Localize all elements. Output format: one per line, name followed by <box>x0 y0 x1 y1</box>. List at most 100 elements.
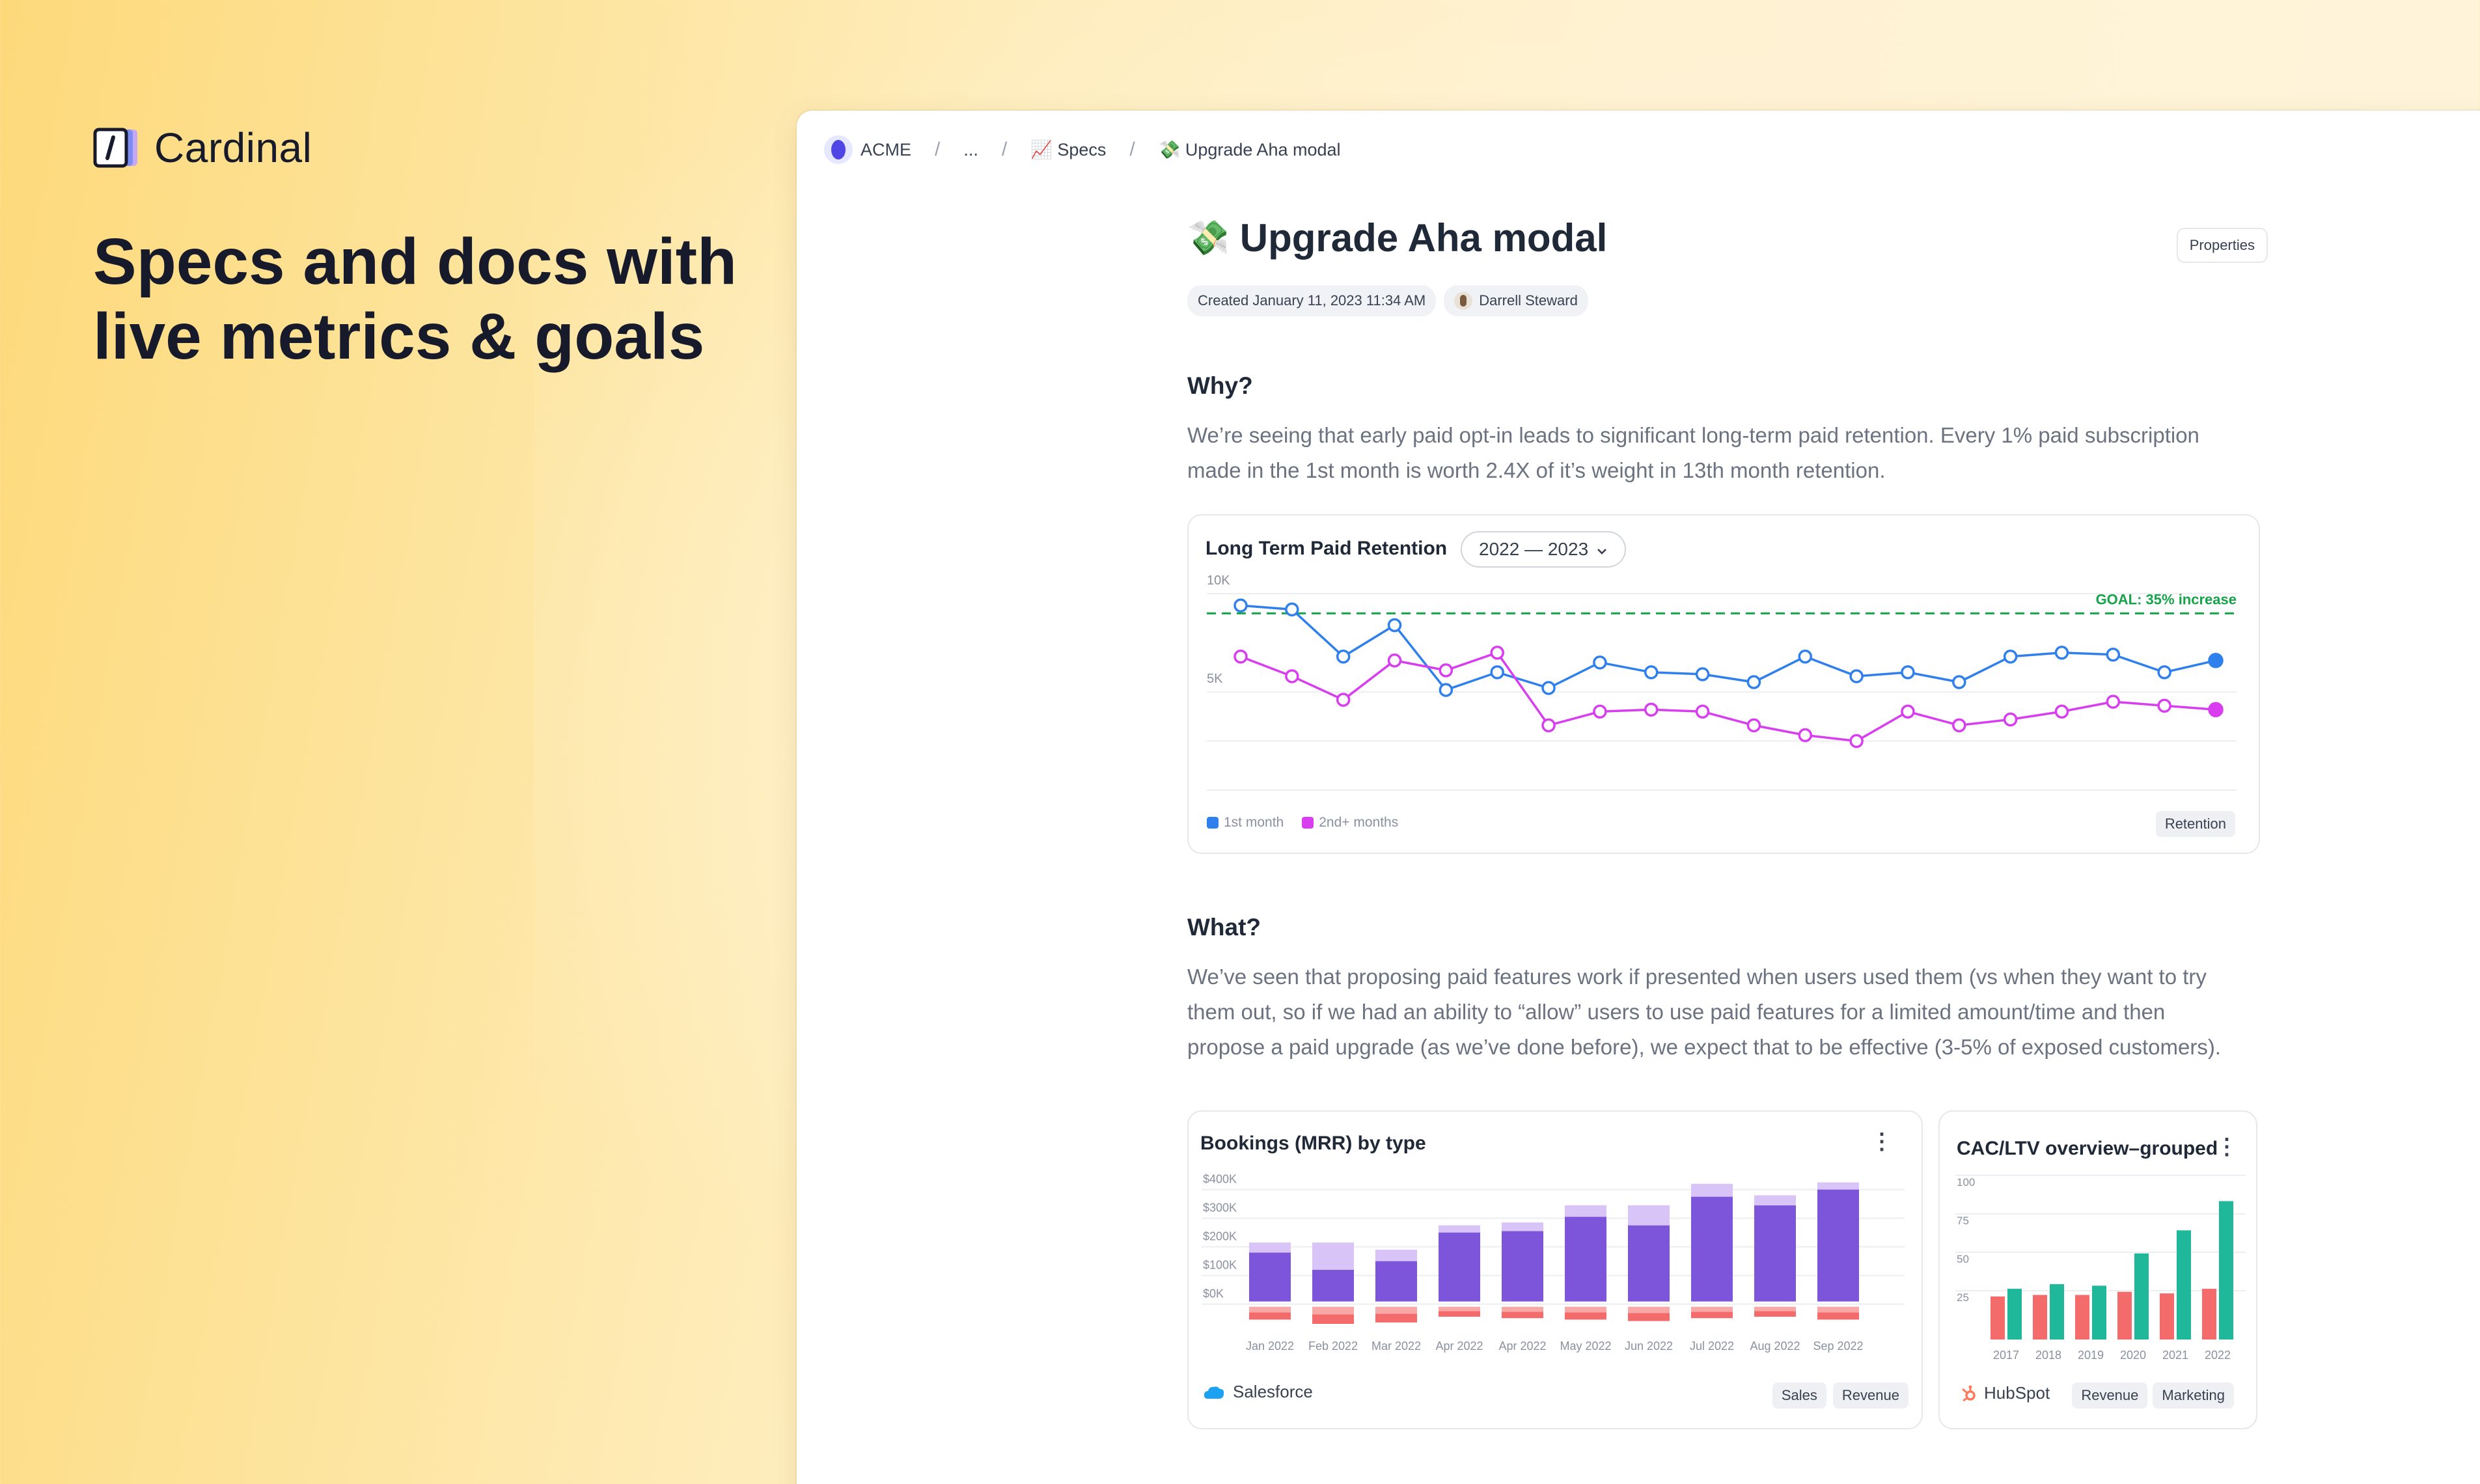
legend-item-1st-month: 1st month <box>1207 815 1284 831</box>
data-point <box>1901 665 1915 680</box>
x-tick-label: Jul 2022 <box>1690 1340 1734 1353</box>
data-point <box>1849 669 1864 683</box>
retention-chart-card: Long Term Paid Retention 2022 — 2023 10K… <box>1187 514 2260 854</box>
breadcrumb-item-specs[interactable]: 📈 Specs <box>1030 140 1107 159</box>
y-tick-label: $300K <box>1203 1202 1237 1215</box>
y-tick-label: 5K <box>1207 672 1223 686</box>
breadcrumb: ACME / ... / 📈 Specs / 💸 Upgrade Aha mod… <box>824 130 1341 169</box>
breadcrumb-item-acme[interactable]: ACME <box>824 135 911 164</box>
bar-segment <box>1817 1182 1859 1190</box>
bar <box>2033 1295 2047 1340</box>
breadcrumb-item-ellipsis[interactable]: ... <box>963 139 978 159</box>
y-tick-label: $100K <box>1203 1259 1237 1272</box>
data-point <box>2054 704 2069 719</box>
data-point <box>2157 698 2171 713</box>
what-text: We’ve seen that proposing paid features … <box>1187 965 2221 1059</box>
bar <box>2092 1285 2106 1340</box>
x-tick-label: 2021 <box>2162 1349 2188 1362</box>
document: 💸 Upgrade Aha modal Properties Created J… <box>1187 208 2268 1436</box>
bar-segment <box>1754 1306 1796 1312</box>
y-tick-label: 25 <box>1957 1291 1969 1304</box>
data-point <box>1644 665 1659 680</box>
tag-sales[interactable]: Sales <box>1772 1382 1826 1408</box>
breadcrumb-item-current[interactable]: 💸 Upgrade Aha modal <box>1158 140 1341 159</box>
x-tick-label: May 2022 <box>1560 1340 1611 1353</box>
bar-segment <box>1439 1306 1480 1312</box>
properties-button[interactable]: Properties <box>2176 228 2268 263</box>
bar <box>2075 1295 2089 1340</box>
data-point <box>1541 681 1556 695</box>
data-point <box>1490 645 1504 660</box>
retention-legend: 1st month 2nd+ months <box>1207 815 1398 831</box>
more-options-icon[interactable]: ⋮ <box>2216 1134 2238 1159</box>
author-name: Darrell Steward <box>1479 292 1578 309</box>
bar-segment <box>1312 1306 1354 1315</box>
brand-name: Cardinal <box>154 124 312 171</box>
bar-segment <box>1817 1189 1859 1302</box>
cac-ltv-bar-chart: 100 75 50 25 2017 2018 2019 2020 2021 2022 <box>1955 1174 2246 1362</box>
cac-tags: Revenue Marketing <box>2072 1382 2234 1408</box>
data-point <box>1387 618 1402 633</box>
brand: Cardinal <box>93 124 312 172</box>
x-tick-label: Jun 2022 <box>1625 1340 1673 1353</box>
bar-segment <box>1628 1313 1670 1321</box>
doc-meta: Created January 11, 2023 11:34 AM Darrel… <box>1187 285 2268 316</box>
y-tick-label: $200K <box>1203 1230 1237 1243</box>
data-point <box>1439 683 1454 697</box>
bar-segment <box>1502 1306 1543 1312</box>
more-options-icon[interactable]: ⋮ <box>1871 1129 1893 1154</box>
bar <box>2117 1291 2132 1340</box>
what-heading: What? <box>1187 914 1261 941</box>
data-point <box>1233 650 1248 664</box>
bar-segment <box>1754 1205 1796 1302</box>
bar-segment <box>1375 1261 1417 1302</box>
x-tick-label: 2019 <box>2078 1349 2104 1362</box>
cac-ltv-chart-card: CAC/LTV overview–grouped ⋮ 100 75 50 25 2017… <box>1938 1110 2257 1429</box>
headline: Specs and docs with live metrics & goals <box>93 225 737 373</box>
bar-segment <box>1439 1311 1480 1317</box>
app-window: ACME / ... / 📈 Specs / 💸 Upgrade Aha mod… <box>797 111 2480 1484</box>
y-tick-label: 50 <box>1957 1253 1969 1265</box>
bar-segment <box>1628 1306 1670 1313</box>
tag-revenue[interactable]: Revenue <box>2072 1382 2148 1408</box>
series-line-2 <box>1240 651 2216 743</box>
y-tick-label: 10K <box>1207 574 1230 588</box>
data-point <box>1798 650 1813 664</box>
x-tick-label: 2020 <box>2120 1349 2146 1362</box>
created-date-chip: Created January 11, 2023 11:34 AM <box>1187 285 1437 316</box>
date-range-select[interactable]: 2022 — 2023 <box>1461 531 1627 568</box>
data-point <box>2106 694 2121 709</box>
bar-segment <box>1565 1306 1606 1313</box>
y-tick-label: 100 <box>1957 1176 1975 1189</box>
page-title[interactable]: Upgrade Aha modal <box>1239 215 1608 260</box>
x-tick-label: 2017 <box>1993 1349 2019 1362</box>
data-point <box>1952 675 1966 689</box>
date-range-value: 2022 — 2023 <box>1479 539 1589 559</box>
bar-segment <box>1375 1250 1417 1261</box>
author-chip[interactable]: Darrell Steward <box>1444 285 1588 316</box>
x-tick-label: Sep 2022 <box>1813 1340 1863 1353</box>
retention-chart-title: Long Term Paid Retention <box>1206 538 1448 559</box>
bar-segment <box>1628 1225 1670 1302</box>
tag-revenue[interactable]: Revenue <box>1832 1382 1908 1408</box>
chevron-down-icon <box>1596 539 1608 560</box>
data-point <box>1952 718 1966 733</box>
tag-marketing[interactable]: Marketing <box>2153 1382 2234 1408</box>
workspace-icon <box>824 135 853 164</box>
bar-segment <box>1312 1314 1354 1324</box>
x-tick-label: Feb 2022 <box>1308 1340 1358 1353</box>
bar-segment <box>1249 1312 1291 1320</box>
bar-segment <box>1249 1306 1291 1313</box>
bar-segment <box>1754 1195 1796 1205</box>
bar-segment <box>1502 1312 1543 1319</box>
bar-segment <box>1249 1243 1291 1253</box>
bar-segment <box>1375 1313 1417 1323</box>
bar-segment <box>1565 1216 1606 1302</box>
cardinal-logo-icon <box>93 127 140 169</box>
retention-tag[interactable]: Retention <box>2155 811 2235 837</box>
data-point <box>1285 602 1299 617</box>
bar <box>2160 1293 2174 1340</box>
salesforce-icon <box>1204 1386 1224 1399</box>
bookings-chart-title: Bookings (MRR) by type <box>1200 1133 1426 1154</box>
breadcrumb-separator: / <box>1129 139 1135 160</box>
